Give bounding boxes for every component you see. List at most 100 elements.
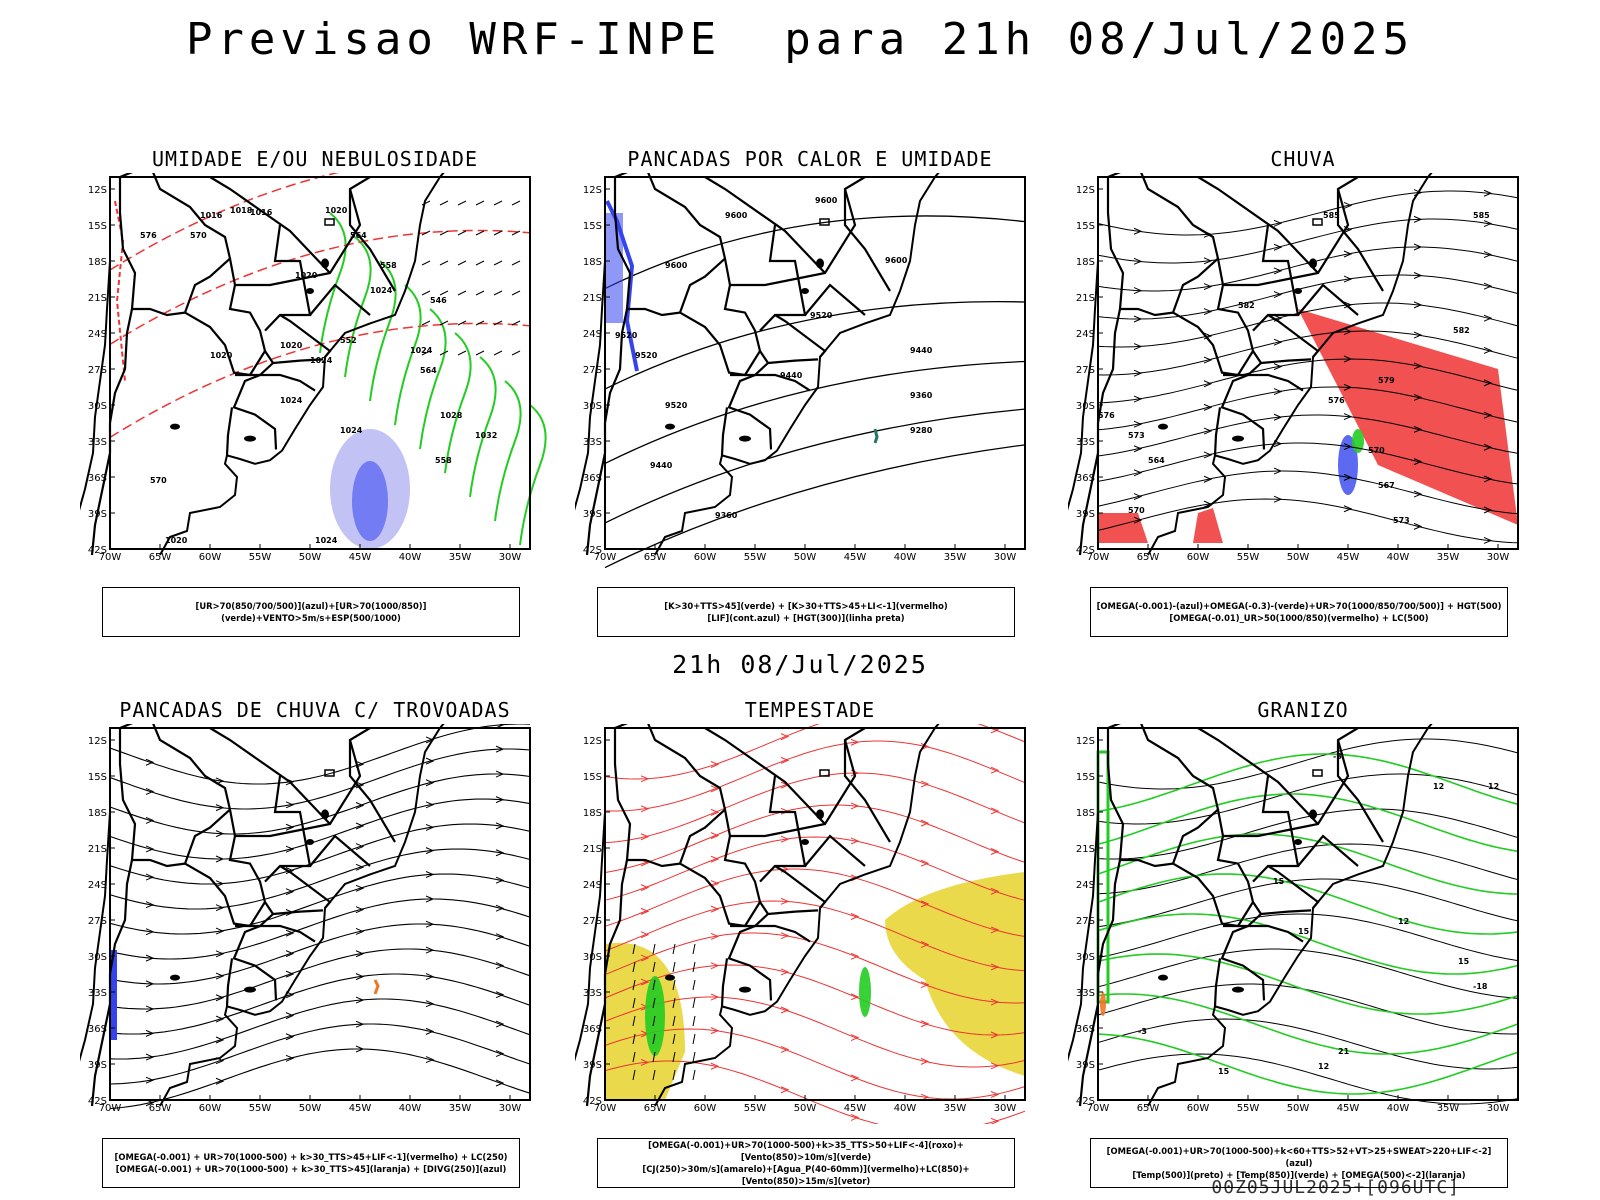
lat-label: 24S xyxy=(1076,880,1095,891)
country-border xyxy=(1223,924,1304,943)
lon-label: 50W xyxy=(1287,1103,1310,1114)
wind-vector xyxy=(511,350,521,356)
lake xyxy=(739,435,751,442)
lon-label: 50W xyxy=(299,552,322,563)
flow-arrow xyxy=(355,843,365,851)
lat-label: 27S xyxy=(88,916,107,927)
country-border xyxy=(730,739,857,838)
flow-arrow xyxy=(1413,215,1423,223)
flow-arrow xyxy=(1483,220,1493,228)
flow-arrow xyxy=(850,952,860,960)
contour-label: 546 xyxy=(430,296,447,305)
flow-arrow xyxy=(1343,383,1353,391)
lon-label: 60W xyxy=(694,552,717,563)
temp500-contour xyxy=(1097,808,1519,860)
flow-arrow xyxy=(1483,347,1493,354)
legend-line: [OMEGA(-0.001)+UR>70(1000-500)+k<60+TTS>… xyxy=(1106,1146,1492,1168)
country-border xyxy=(119,724,278,1001)
lat-label: 30S xyxy=(583,952,602,963)
country-border xyxy=(225,958,234,1007)
wind-vector xyxy=(439,290,449,296)
flow-arrow xyxy=(1483,536,1493,544)
lake xyxy=(1158,974,1168,981)
rain-area-red xyxy=(1098,513,1148,543)
humidity-contour-green xyxy=(519,404,547,546)
lat-label: 12S xyxy=(583,736,602,747)
flow-arrow xyxy=(1343,413,1353,421)
contour-label: 567 xyxy=(1378,481,1395,490)
lat-label: 36S xyxy=(1076,473,1095,484)
wind-vector xyxy=(692,961,696,973)
rain-area-green xyxy=(1352,429,1364,453)
flow-arrow xyxy=(1203,308,1213,316)
contour-label: 12 xyxy=(1433,782,1444,791)
flow-arrow xyxy=(215,855,225,863)
hgt-streamline xyxy=(1097,190,1519,236)
flow-arrow xyxy=(285,845,295,853)
contour-label: 15 xyxy=(1298,927,1310,936)
lon-label: 70W xyxy=(1087,1103,1110,1114)
lat-label: 42S xyxy=(88,1096,107,1107)
country-border xyxy=(118,177,231,317)
country-border xyxy=(235,188,362,287)
lon-label: 65W xyxy=(644,552,667,563)
humidity-contour-green xyxy=(444,332,472,474)
country-border xyxy=(309,283,371,316)
humidity-contour-green xyxy=(469,356,497,498)
contour-label: 582 xyxy=(1453,326,1470,335)
contour-label: 558 xyxy=(435,456,452,465)
lake xyxy=(1312,218,1323,226)
country-border xyxy=(1213,407,1222,456)
contour-label: 9360 xyxy=(910,391,933,400)
lake xyxy=(170,974,180,981)
flow-arrow xyxy=(1413,331,1423,339)
country-border xyxy=(1172,862,1254,928)
lon-label: 60W xyxy=(694,1103,717,1114)
wind-vector xyxy=(493,290,503,296)
wind-vector xyxy=(672,961,676,973)
hgt-contour xyxy=(604,360,1026,465)
country-border xyxy=(209,176,331,274)
wind-streamline xyxy=(109,948,531,1010)
flow-arrow xyxy=(710,962,720,970)
hgt-streamline xyxy=(1097,218,1519,264)
flow-arrow xyxy=(920,819,930,827)
flow-arrow xyxy=(1133,445,1143,453)
flow-arrow xyxy=(850,802,860,810)
jet-area-yellow xyxy=(885,872,1025,1076)
wind-vector xyxy=(672,1033,676,1045)
flow-arrow xyxy=(850,1034,860,1041)
wind-vector xyxy=(457,320,467,326)
lat-label: 30S xyxy=(1076,952,1095,963)
flow-arrow xyxy=(355,802,365,809)
flow-arrow xyxy=(425,871,435,878)
lon-label: 30W xyxy=(994,552,1017,563)
country-border xyxy=(279,865,332,909)
wind-vector xyxy=(439,230,449,236)
wind-vector xyxy=(632,979,636,991)
wind-vector xyxy=(493,200,503,206)
wind-vector xyxy=(493,320,503,326)
country-border xyxy=(348,727,396,843)
wind-vector xyxy=(511,290,521,296)
contour-label: 1020 xyxy=(280,341,303,350)
lake xyxy=(324,218,335,226)
hgt-streamline xyxy=(1097,274,1519,320)
wind-vector xyxy=(493,230,503,236)
map-frame xyxy=(1097,176,1519,550)
wind-streamline xyxy=(109,873,531,935)
wind-vector xyxy=(652,1069,656,1081)
lon-label: 55W xyxy=(1237,552,1260,563)
lat-label: 21S xyxy=(88,844,107,855)
hgt-streamline xyxy=(1097,414,1519,457)
flow-arrow xyxy=(285,1033,295,1041)
flow-arrow xyxy=(425,823,435,831)
country-border xyxy=(843,727,891,843)
country-border xyxy=(1106,728,1219,868)
panel-trovoadas: PANCADAS DE CHUVA C/ TROVOADAS 12S 15S 18S… xyxy=(80,698,550,1188)
contour-label: -3 xyxy=(1138,1027,1147,1036)
lon-label: 35W xyxy=(1437,1103,1460,1114)
country-border xyxy=(767,909,819,916)
legend-box: [UR>70(850/700/500)](azul)+[UR>70(1000/8… xyxy=(102,587,520,637)
